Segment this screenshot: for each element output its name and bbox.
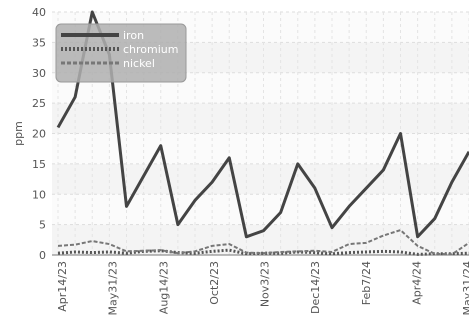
x-tick-label: Apr4/24 [410,261,423,305]
x-tick-label: May31/24 [461,261,469,315]
x-tick-label: Feb7/24 [360,261,373,305]
y-tick-label: 20 [32,128,46,141]
series-line-iron [56,10,469,239]
series-line-nickel [57,229,469,256]
x-tick-label: Oct2/23 [208,261,221,305]
y-tick-label: 10 [32,188,46,201]
y-tick-label: 25 [32,97,46,110]
x-tick-label: Nov3/23 [259,261,272,307]
y-tick-label: 40 [32,6,46,19]
x-tick-label: Apr14/23 [56,261,69,312]
legend-label-nickel: nickel [123,57,155,70]
y-tick-label: 35 [32,36,46,49]
x-tick-label: May31/23 [107,261,120,315]
y-tick-label: 0 [39,249,46,262]
y-tick-label: 30 [32,67,46,80]
y-axis-title: ppm [12,121,25,146]
x-axis-tick-labels: Apr14/23 May31/23 Aug14/23 Oct2/23 Nov3/23 De… [56,261,469,315]
y-tick-label: 5 [39,219,46,232]
legend-box [55,23,187,83]
x-tick-label: Dec14/23 [309,261,322,314]
legend-label-chromium: chromium [123,43,179,56]
grid-lines [52,11,469,256]
x-tick-label: Aug14/23 [157,261,170,314]
y-tick-label: 15 [32,158,46,171]
grid-band [52,133,469,164]
series-layer [56,10,469,256]
series-line-chromium [57,248,469,256]
y-axis-tick-labels: 0 5 10 15 20 25 30 35 40 [32,6,46,262]
grid-band [52,194,469,225]
legend-label-iron: iron [123,29,144,42]
grid-band [52,224,469,255]
grid-band [52,103,469,134]
